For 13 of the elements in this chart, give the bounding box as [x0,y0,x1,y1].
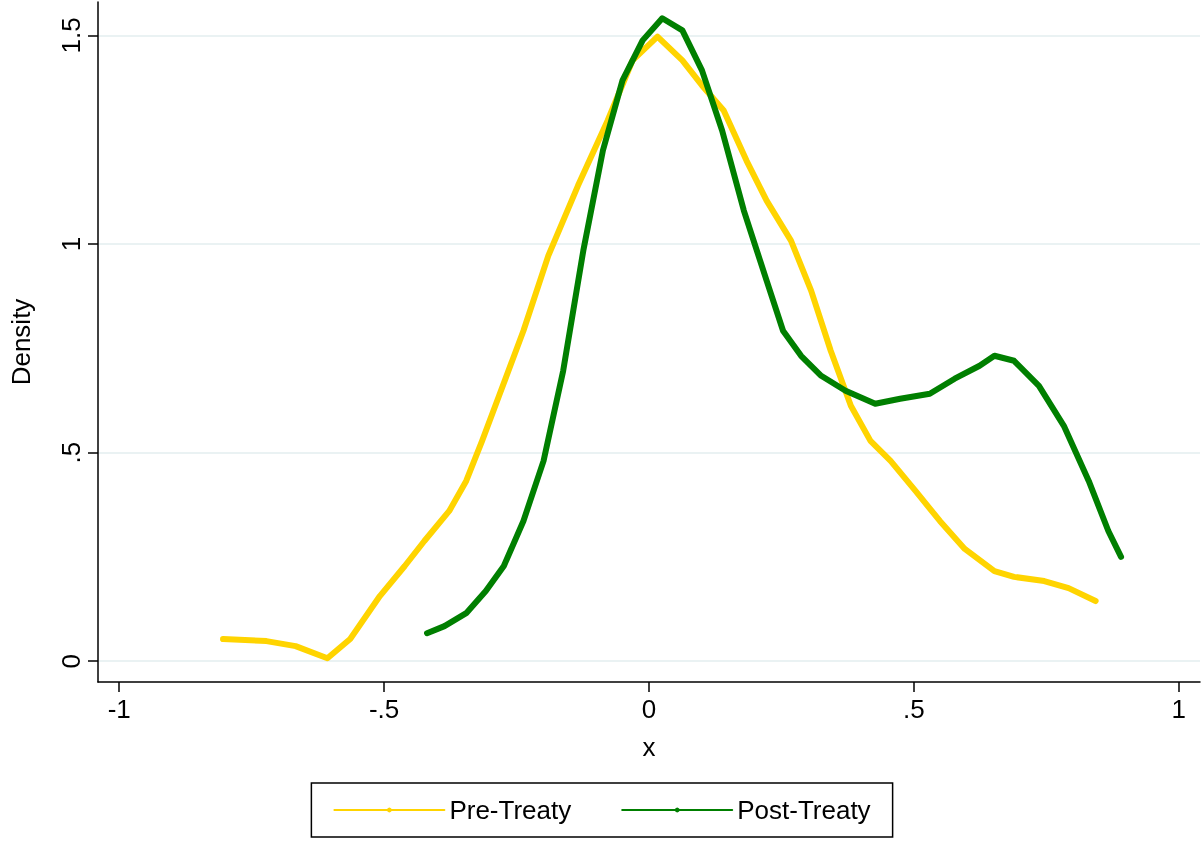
x-tick-label: 0 [641,694,657,724]
y-tick-label: 0 [56,653,86,669]
legend-label: Post-Treaty [737,795,871,825]
y-tick-label: .5 [56,441,86,464]
x-tick-label: -1 [107,694,131,724]
x-tick-label: -.5 [368,694,400,724]
legend-label: Pre-Treaty [449,795,572,825]
x-axis-title: x [642,732,656,762]
x-tick-label: 1 [1171,694,1187,724]
y-tick-label: 1 [56,236,86,252]
y-tick-label: 1.5 [56,17,86,54]
x-tick-label: .5 [903,694,925,724]
y-axis-title: Density [6,298,36,386]
